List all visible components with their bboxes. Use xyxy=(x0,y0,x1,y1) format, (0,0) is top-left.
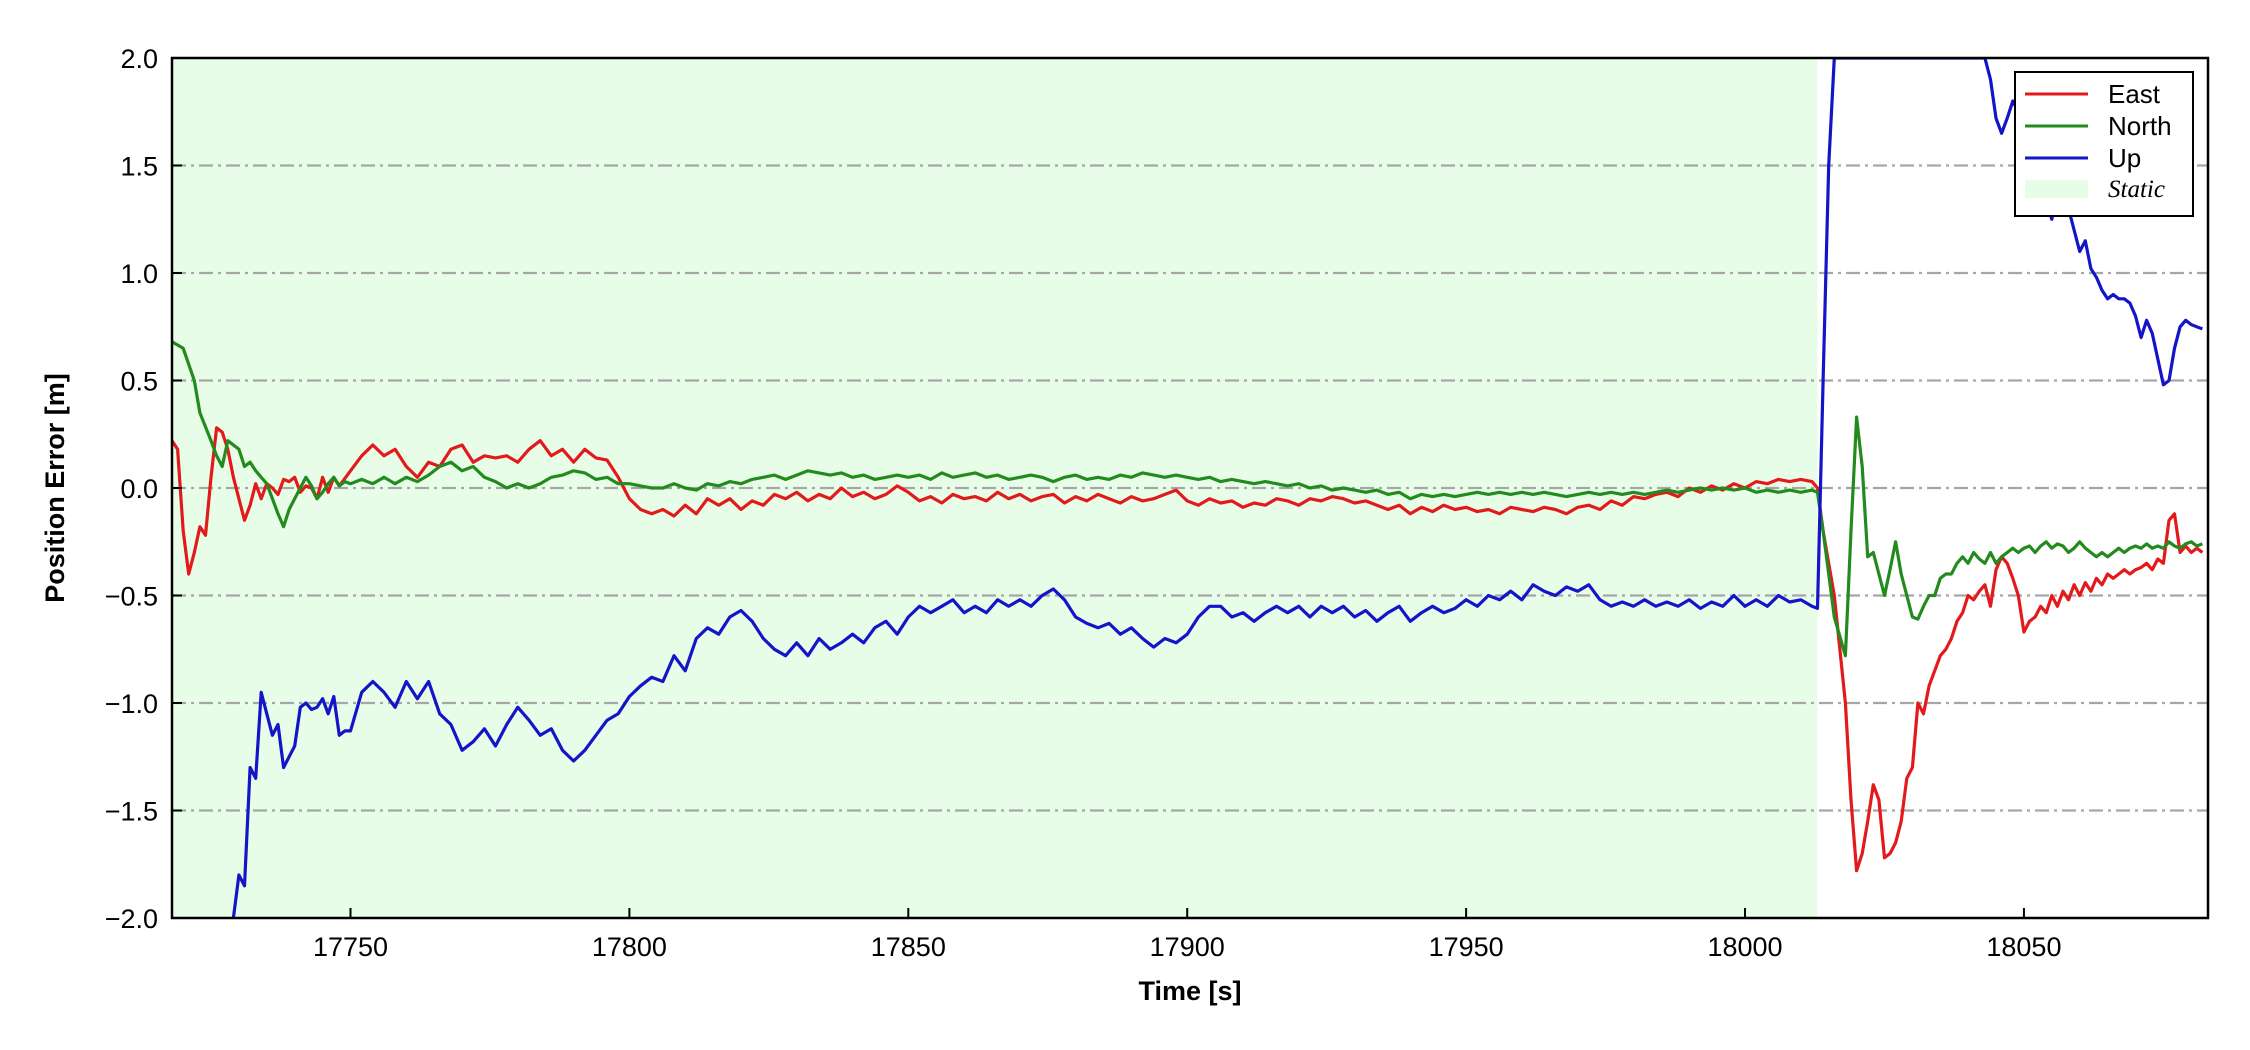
x-tick-label: 18050 xyxy=(1986,932,2061,962)
x-tick-label: 17750 xyxy=(313,932,388,962)
legend: East North Up Static xyxy=(2014,71,2194,217)
series-line-east xyxy=(172,426,2204,873)
y-axis-ticks: −2.0 −1.5 −1.0 −0.5 0.0 0.5 1.0 1.5 2.0 xyxy=(105,44,182,934)
y-tick-label: −1.5 xyxy=(105,797,158,827)
legend-label-east: East xyxy=(2108,79,2161,109)
x-tick-label: 17950 xyxy=(1429,932,1504,962)
legend-label-static: Static xyxy=(2108,176,2165,203)
y-tick-label: 1.0 xyxy=(120,259,158,289)
x-tick-label: 17900 xyxy=(1150,932,1225,962)
x-axis-title: Time [s] xyxy=(1138,976,1241,1006)
y-tick-label: −2.0 xyxy=(105,904,158,934)
series-line-north xyxy=(172,340,2203,658)
y-tick-label: 1.5 xyxy=(120,152,158,182)
legend-label-north: North xyxy=(2108,111,2172,141)
y-tick-label: 0.5 xyxy=(120,367,158,397)
y-tick-label: 0.0 xyxy=(120,474,158,504)
legend-swatch-static xyxy=(2025,180,2088,198)
y-axis-title: Position Error [m] xyxy=(40,373,70,603)
grid-lines xyxy=(172,164,2208,812)
x-tick-label: 18000 xyxy=(1707,932,1782,962)
x-axis-ticks: 17750 17800 17850 17900 17950 18000 18050 xyxy=(313,908,2061,962)
x-tick-label: 17800 xyxy=(592,932,667,962)
y-tick-label: −0.5 xyxy=(105,582,158,612)
x-tick-label: 17850 xyxy=(871,932,946,962)
legend-label-up: Up xyxy=(2108,143,2141,173)
y-tick-label: −1.0 xyxy=(105,689,158,719)
y-tick-label: 2.0 xyxy=(120,44,158,74)
